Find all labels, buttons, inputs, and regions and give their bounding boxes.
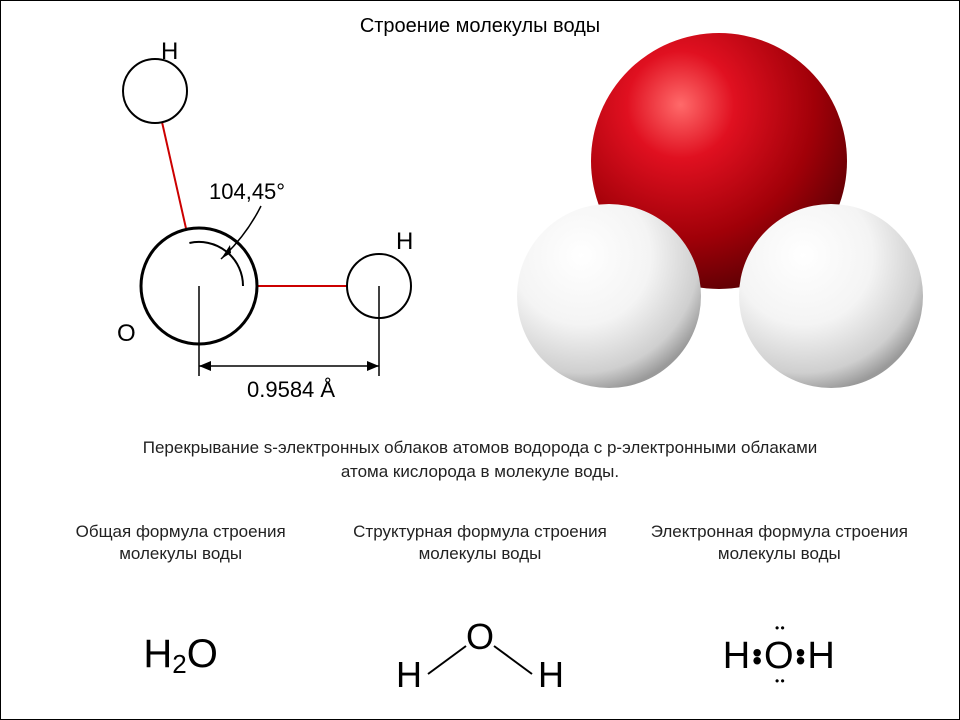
formula-structural: O H H: [340, 616, 620, 696]
elec-h-right: H: [807, 635, 835, 677]
dot-pair-left: ••: [752, 649, 763, 665]
top-row: H H O 104,45° 0.9584 Å: [1, 31, 959, 421]
dim-arrow-right: [367, 361, 379, 371]
formula-electronic: H••O••H: [639, 635, 919, 678]
atom-hydrogen-left-sphere: [517, 204, 701, 388]
structural-o: O: [466, 616, 494, 658]
angle-label: 104,45°: [209, 179, 285, 204]
electronic-formula: H••O••H: [723, 635, 836, 677]
molecular-formula: H2O: [143, 632, 217, 676]
structural-h-right: H: [538, 654, 564, 696]
caption-electronic: Электронная формула строения молекулы во…: [639, 521, 919, 565]
overlap-description: Перекрывание s-электронных облаков атомо…: [130, 436, 830, 484]
infographic-root: Строение молекулы воды: [1, 1, 959, 719]
atom-hydrogen-right-sphere: [739, 204, 923, 388]
label-h-top: H: [161, 41, 178, 65]
caption-general: Общая формула строения молекулы воды: [41, 521, 321, 565]
dot-pair-right: ••: [796, 649, 807, 665]
struct-bond-right: [494, 646, 532, 674]
label-o: O: [117, 320, 136, 347]
dim-arrow-left: [199, 361, 211, 371]
struct-bond-left: [428, 646, 466, 674]
elec-o: O: [764, 635, 795, 678]
formula-general: H2O: [41, 632, 321, 680]
geometry-diagram: H H O 104,45° 0.9584 Å: [31, 41, 451, 421]
label-h-right: H: [396, 228, 413, 255]
atom-h-top-circle: [123, 59, 187, 123]
captions-row: Общая формула строения молекулы воды Стр…: [1, 521, 959, 565]
formulas-row: H2O O H H H••O••H: [1, 611, 959, 701]
structural-formula: O H H: [390, 616, 570, 696]
model3d-svg: [479, 21, 949, 411]
molecule-3d-model: [479, 21, 949, 411]
bond-length-label: 0.9584 Å: [247, 377, 335, 402]
elec-h-left: H: [723, 635, 751, 677]
caption-structural: Структурная формула строения молекулы во…: [340, 521, 620, 565]
structural-h-left: H: [396, 654, 422, 696]
geometry-svg: H H O 104,45° 0.9584 Å: [31, 41, 451, 421]
